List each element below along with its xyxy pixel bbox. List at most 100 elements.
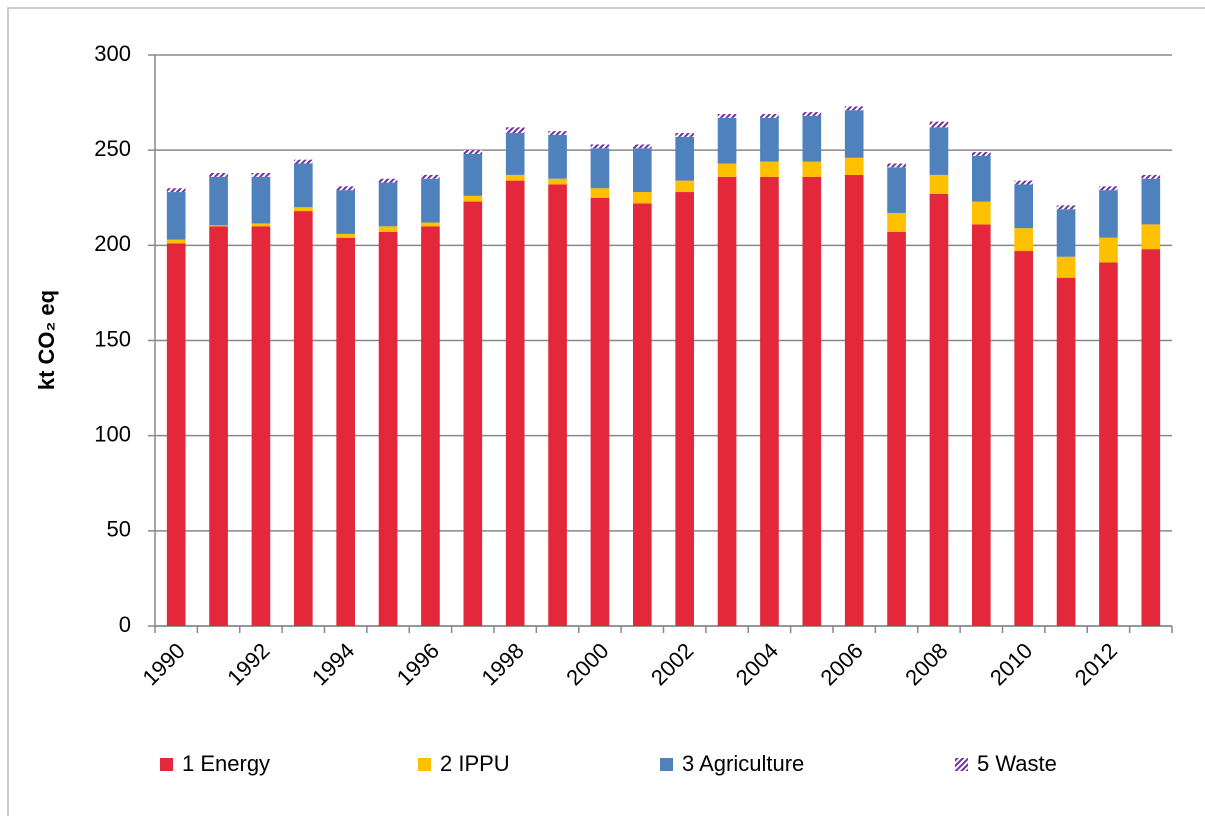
y-tick-label: 50 bbox=[107, 517, 131, 542]
bar-segment bbox=[463, 150, 483, 154]
bar-segment bbox=[293, 163, 313, 208]
bar-segment bbox=[929, 193, 949, 626]
bar-segment bbox=[378, 226, 398, 233]
bar-segment bbox=[293, 159, 313, 164]
bar-segment bbox=[717, 117, 737, 164]
bar-segment bbox=[166, 239, 186, 244]
bar-segment bbox=[971, 152, 991, 156]
x-tick-label: 1994 bbox=[307, 638, 359, 690]
x-tick-label: 2002 bbox=[646, 638, 698, 690]
y-tick-label: 0 bbox=[119, 612, 131, 637]
y-axis-label: kt CO₂ eq bbox=[34, 290, 59, 390]
legend-label: 3 Agriculture bbox=[682, 751, 804, 776]
bar-segment bbox=[802, 176, 822, 626]
bar-segment bbox=[548, 131, 567, 135]
bar-segment bbox=[421, 226, 440, 627]
bar-segment bbox=[209, 226, 228, 627]
bar-segment bbox=[378, 232, 398, 626]
bar-segment bbox=[590, 144, 610, 149]
bar-segment bbox=[209, 225, 228, 227]
bar-segment bbox=[548, 184, 567, 626]
bar-segment bbox=[1056, 209, 1076, 257]
bar-segment bbox=[802, 112, 822, 116]
bar-segment bbox=[971, 201, 991, 225]
x-tick-label: 2010 bbox=[985, 638, 1037, 690]
bar-segment bbox=[1014, 180, 1034, 185]
bar-segment bbox=[717, 114, 737, 118]
x-tick-label: 2012 bbox=[1070, 638, 1122, 690]
bar-segment bbox=[632, 148, 652, 193]
bar-segment bbox=[463, 153, 483, 196]
bar-segment bbox=[209, 173, 228, 177]
legend-label: 2 IPPU bbox=[440, 751, 510, 776]
bar-segment bbox=[421, 222, 440, 227]
x-tick-label: 1998 bbox=[477, 638, 529, 690]
bar-segment bbox=[887, 212, 906, 233]
bar-segment bbox=[844, 157, 864, 175]
bar-segment bbox=[1056, 205, 1076, 210]
bar-segment bbox=[760, 117, 779, 162]
x-tick-label: 2008 bbox=[900, 638, 952, 690]
bar-segment bbox=[1056, 256, 1076, 278]
bar-segment bbox=[632, 192, 652, 204]
bar-segment bbox=[1014, 251, 1034, 626]
bar-segment bbox=[717, 163, 737, 177]
bar-segment bbox=[421, 174, 440, 179]
bar-segment bbox=[802, 115, 822, 162]
bar-segment bbox=[675, 180, 695, 193]
x-tick-label: 2006 bbox=[816, 638, 868, 690]
bar-segment bbox=[251, 173, 271, 177]
bar-segment bbox=[1141, 174, 1161, 179]
bar-segment bbox=[293, 211, 313, 626]
bar-segment bbox=[844, 174, 864, 626]
bar-segment bbox=[929, 174, 949, 194]
y-tick-label: 150 bbox=[94, 326, 131, 351]
bar-segment bbox=[844, 110, 864, 158]
bar-segment bbox=[1099, 186, 1118, 191]
bar-segment bbox=[675, 136, 695, 181]
bar-segment bbox=[802, 161, 822, 177]
bar-segment bbox=[336, 186, 356, 191]
bar-segment bbox=[1099, 262, 1118, 626]
bar-segment bbox=[548, 178, 567, 185]
bar-segment bbox=[166, 243, 186, 626]
x-tick-label: 2004 bbox=[731, 638, 783, 690]
bar-segment bbox=[378, 182, 398, 227]
bar-segment bbox=[717, 176, 737, 626]
bar-segment bbox=[378, 178, 398, 183]
bar-segment bbox=[590, 197, 610, 626]
y-tick-label: 250 bbox=[94, 136, 131, 161]
bar-segment bbox=[760, 161, 779, 177]
bar-segment bbox=[463, 195, 483, 202]
legend-label: 1 Energy bbox=[182, 751, 270, 776]
bar-segment bbox=[760, 114, 779, 118]
y-tick-label: 200 bbox=[94, 231, 131, 256]
bar-segment bbox=[1141, 178, 1161, 225]
bar-segment bbox=[632, 203, 652, 626]
frame bbox=[7, 7, 1205, 816]
bar-segment bbox=[760, 176, 779, 626]
bar-segment bbox=[336, 233, 356, 238]
x-tick-label: 2000 bbox=[561, 638, 613, 690]
bar-segment bbox=[336, 190, 356, 234]
bar-segment bbox=[929, 121, 949, 128]
y-tick-label: 100 bbox=[94, 421, 131, 446]
x-tick-label: 1992 bbox=[222, 638, 274, 690]
bar-segment bbox=[505, 133, 525, 175]
legend-marker bbox=[418, 758, 431, 771]
bar-segment bbox=[929, 127, 949, 175]
bar-segment bbox=[336, 237, 356, 626]
bar-segment bbox=[887, 163, 906, 168]
bar-segment bbox=[887, 232, 906, 626]
bar-segment bbox=[590, 148, 610, 189]
bar-segment bbox=[166, 192, 186, 240]
bar-segment bbox=[421, 178, 440, 223]
bar-segment bbox=[293, 207, 313, 212]
legend-label: 5 Waste bbox=[977, 751, 1057, 776]
bar-segment bbox=[463, 201, 483, 626]
bar-segment bbox=[675, 192, 695, 627]
bar-segment bbox=[1099, 190, 1118, 238]
x-tick-label: 1996 bbox=[392, 638, 444, 690]
bar-segment bbox=[166, 188, 186, 193]
